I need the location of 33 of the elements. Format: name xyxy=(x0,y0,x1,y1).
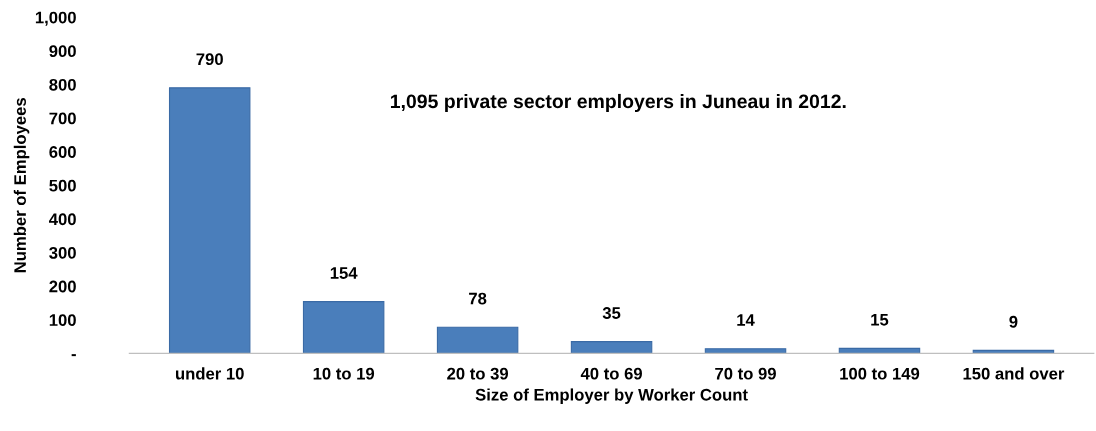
x-tick-label: 20 to 39 xyxy=(447,367,509,380)
x-tick-label: 70 to 99 xyxy=(715,367,776,380)
data-label: 14 xyxy=(737,314,755,326)
x-axis-title: Size of Employer by Worker Count xyxy=(475,388,748,404)
x-tick-label: 150 and over xyxy=(963,367,1065,380)
data-label: 790 xyxy=(196,53,223,66)
bar xyxy=(302,301,385,354)
bar xyxy=(168,87,251,354)
y-tick-label: 600 xyxy=(49,146,76,158)
bar xyxy=(704,348,787,354)
y-tick-label: - xyxy=(71,354,76,357)
y-tick-label: 400 xyxy=(49,213,76,226)
y-tick-label: 900 xyxy=(49,45,76,58)
y-tick-label: 300 xyxy=(49,246,76,259)
data-label: 15 xyxy=(871,314,889,326)
bar xyxy=(436,326,519,354)
y-tick-label: 100 xyxy=(49,314,76,327)
data-label: 78 xyxy=(469,292,487,305)
y-tick-label: 800 xyxy=(49,78,76,91)
y-tick-label: 1,000 xyxy=(35,11,76,26)
y-tick-label: 500 xyxy=(49,179,76,192)
x-tick-label: 10 to 19 xyxy=(313,367,375,380)
x-tick-label: 100 to 149 xyxy=(840,367,920,380)
data-label: 154 xyxy=(330,267,358,279)
data-label: 9 xyxy=(1009,315,1018,328)
bar xyxy=(570,341,653,354)
annotation: 1,095 private sector employers in Juneau in 2012. xyxy=(390,93,846,113)
y-tick-label: 200 xyxy=(49,280,76,293)
y-tick-label: 700 xyxy=(49,112,76,125)
data-label: 35 xyxy=(602,307,621,319)
y-axis-title: Number of Employees xyxy=(13,98,30,273)
x-tick-label: under 10 xyxy=(176,367,244,380)
x-tick-label: 40 to 69 xyxy=(580,367,642,380)
